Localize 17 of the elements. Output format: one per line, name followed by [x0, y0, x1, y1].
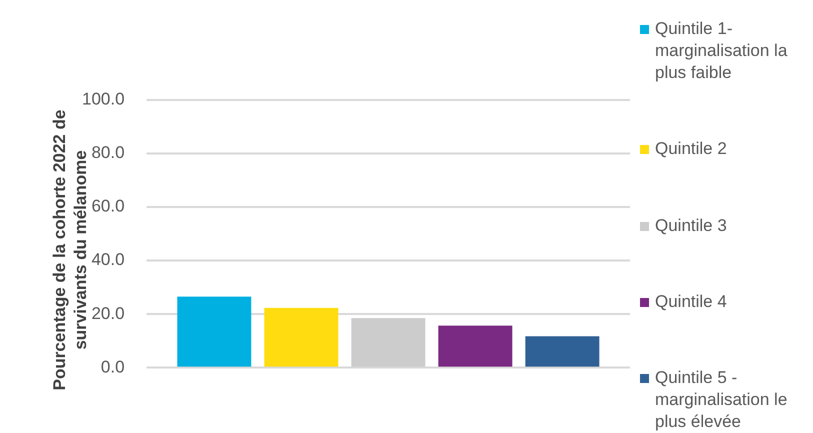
- legend-label: Quintile 2: [655, 138, 727, 160]
- legend-label: Quintile 1-marginalisation la plus faible: [655, 18, 788, 84]
- bar: [177, 296, 252, 367]
- y-tick-label: 100.0: [82, 90, 125, 109]
- bar: [351, 318, 426, 367]
- legend-label: Quintile 5 - marginalisation le plus élevée: [655, 367, 788, 433]
- bar: [264, 308, 338, 367]
- y-axis-title: Pourcentage de la cohorte 2022 de survivants du mélanome: [50, 110, 90, 390]
- y-tick-label: 80.0: [91, 143, 125, 162]
- y-tick-label: 0.0: [100, 357, 125, 376]
- y-tick-label: 40.0: [91, 250, 125, 270]
- legend-label: Quintile 3: [655, 214, 727, 236]
- bar: [438, 326, 512, 367]
- bar: [525, 336, 600, 367]
- y-tick-label: 60.0: [91, 196, 125, 216]
- y-tick-label: 20.0: [91, 304, 125, 323]
- legend-label: Quintile 4: [655, 290, 727, 313]
